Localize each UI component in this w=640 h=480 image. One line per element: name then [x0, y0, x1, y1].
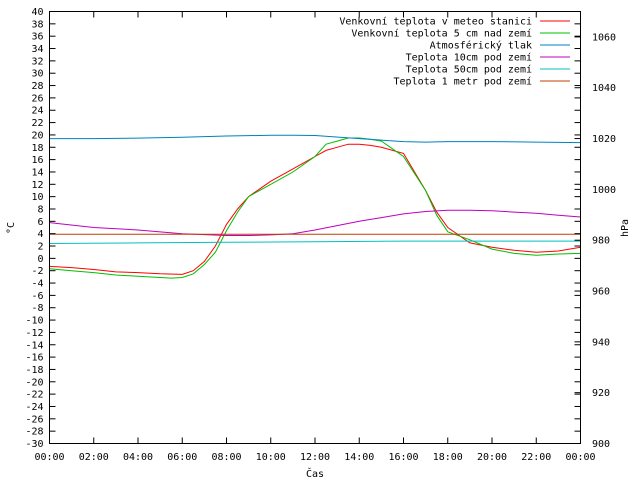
y-tick-label: 38 — [31, 19, 43, 30]
y-tick-label: 18 — [31, 143, 43, 154]
y-tick-label: 0 — [37, 254, 43, 265]
y-tick-label: 36 — [31, 32, 43, 43]
y-tick-label: 20 — [31, 130, 43, 141]
legend-label: Teplota 10cm pod zemí — [406, 52, 532, 64]
series-line-1 — [49, 143, 581, 275]
y2-tick-label: 940 — [592, 337, 610, 348]
series-line-3 — [49, 134, 581, 144]
legend-label: Teplota 50cm pod zemí — [406, 64, 532, 76]
y-tick-label: 30 — [31, 69, 43, 80]
y-tick-label: -26 — [25, 414, 43, 425]
y-tick-label: 22 — [31, 118, 43, 129]
y2-tick-label: 1060 — [592, 32, 616, 43]
y2-tick-label: 1040 — [592, 83, 616, 94]
y2-tick-label: 920 — [592, 388, 610, 399]
y-tick-label: 4 — [37, 229, 43, 240]
legend: Venkovní teplota v meteo staniciVenkovní… — [339, 16, 570, 88]
x-tick-label: 18:00 — [433, 452, 463, 463]
y2-axis-label: hPa — [620, 219, 631, 237]
y-tick-label: 14 — [31, 167, 43, 178]
series-line-4 — [49, 209, 581, 236]
x-tick-label: 06:00 — [167, 452, 197, 463]
x-tick-label: 08:00 — [211, 452, 241, 463]
y-tick-label: -18 — [25, 365, 43, 376]
y-tick-label: 32 — [31, 56, 43, 67]
legend-label: Venkovní teplota 5 cm nad zemí — [351, 28, 532, 40]
x-tick-label: 10:00 — [256, 452, 286, 463]
x-tick-label: 02:00 — [79, 452, 109, 463]
y-tick-label: -22 — [25, 390, 43, 401]
x-tick-label: 16:00 — [388, 452, 418, 463]
series-line-2 — [49, 137, 581, 279]
y-tick-label: -30 — [25, 439, 43, 450]
y-tick-label: 8 — [37, 204, 43, 215]
y2-tick-label: 1000 — [592, 185, 616, 196]
y-tick-label: 6 — [37, 217, 43, 228]
y-tick-label: 16 — [31, 155, 43, 166]
x-tick-label: 00:00 — [34, 452, 64, 463]
y2-tick-label: 1020 — [592, 134, 616, 145]
y-tick-label: -4 — [31, 279, 43, 290]
y-tick-label: -8 — [31, 303, 43, 314]
y-tick-label: -12 — [25, 328, 43, 339]
y-axis-label: °C — [6, 222, 17, 234]
x-tick-label: 04:00 — [123, 452, 153, 463]
x-axis-label: Čas — [306, 467, 324, 480]
y-tick-label: -6 — [31, 291, 43, 302]
y-tick-label: 40 — [31, 7, 43, 18]
y-tick-label: 28 — [31, 81, 43, 92]
x-tick-label: 20:00 — [477, 452, 507, 463]
y-tick-label: -20 — [25, 377, 43, 388]
y-tick-label: -24 — [25, 402, 43, 413]
x-tick-label: 12:00 — [300, 452, 330, 463]
y-tick-label: 2 — [37, 242, 43, 253]
y2-axis: 1060 1040 1020 1000 980 960 940 920 900 — [574, 32, 616, 450]
x-tick-label: 00:00 — [565, 452, 595, 463]
y2-tick-label: 900 — [592, 439, 610, 450]
y-axis: 4038363432302826242220181614121086420-2-… — [25, 7, 581, 450]
legend-label: Venkovní teplota v meteo stanici — [339, 16, 532, 28]
y-tick-label: 34 — [31, 44, 43, 55]
y-tick-label: 10 — [31, 192, 43, 203]
y-tick-label: -14 — [25, 340, 43, 351]
y-tick-label: 24 — [31, 106, 43, 117]
series-line-5 — [49, 240, 581, 244]
y-tick-label: 12 — [31, 180, 43, 191]
y-tick-label: -10 — [25, 316, 43, 327]
x-tick-label: 22:00 — [521, 452, 551, 463]
x-axis: 00:00 02:00 04:00 06:00 08:00 10:00 12:00 14:00… — [34, 11, 596, 463]
y-tick-label: -2 — [31, 266, 43, 277]
y2-tick-label: 960 — [592, 287, 610, 298]
legend-label: Atmosférický tlak — [430, 40, 532, 52]
y-tick-label: -16 — [25, 353, 43, 364]
y-tick-label: 26 — [31, 93, 43, 104]
legend-label: Teplota 1 metr pod zemí — [394, 76, 532, 88]
y-tick-label: -28 — [25, 427, 43, 438]
y2-tick-label: 980 — [592, 236, 610, 247]
chart-marks — [49, 134, 581, 279]
x-tick-label: 14:00 — [344, 452, 374, 463]
